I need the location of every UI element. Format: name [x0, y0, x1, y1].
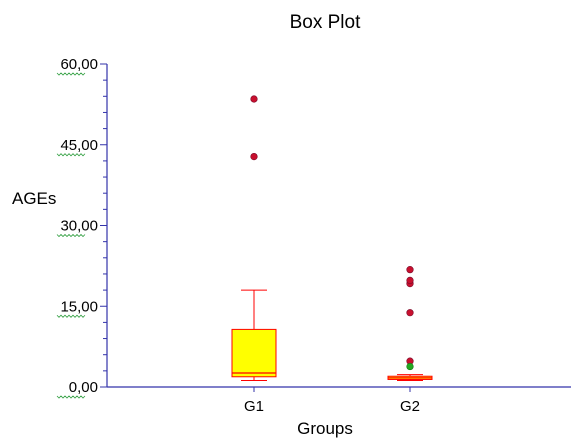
outlier-point: [250, 95, 258, 103]
y-tick-label: 15,00: [60, 298, 98, 315]
x-tick-label: G2: [400, 398, 420, 415]
outlier-point: [406, 266, 414, 274]
outlier-point: [406, 309, 414, 317]
chart-title: Box Plot: [290, 12, 361, 33]
spellcheck-underline: [56, 153, 86, 157]
y-tick-label: 45,00: [60, 137, 98, 154]
spellcheck-underline: [56, 233, 86, 238]
outlier-point: [406, 276, 414, 285]
spellcheck-underline: [56, 395, 86, 399]
box-group-g2: [387, 266, 433, 382]
y-tick-label: 60,00: [60, 56, 98, 73]
iqr-box: [231, 328, 277, 378]
x-axis-title: Groups: [297, 419, 353, 438]
far-outlier-point: [406, 362, 414, 371]
plot-area: [231, 95, 433, 382]
y-tick-label: 30,00: [60, 218, 98, 235]
x-tick-label: G1: [244, 398, 264, 415]
y-axis-title: AGEs: [12, 189, 56, 208]
outlier-point: [250, 152, 258, 161]
spellcheck-underline: [56, 314, 86, 318]
y-tick-label: 0,00: [69, 379, 98, 396]
box-group-g1: [231, 95, 277, 382]
axes: 0,00 15,00 30,00 45,00 60,00 G1 G2: [56, 56, 571, 415]
spellcheck-underline: [56, 72, 86, 76]
